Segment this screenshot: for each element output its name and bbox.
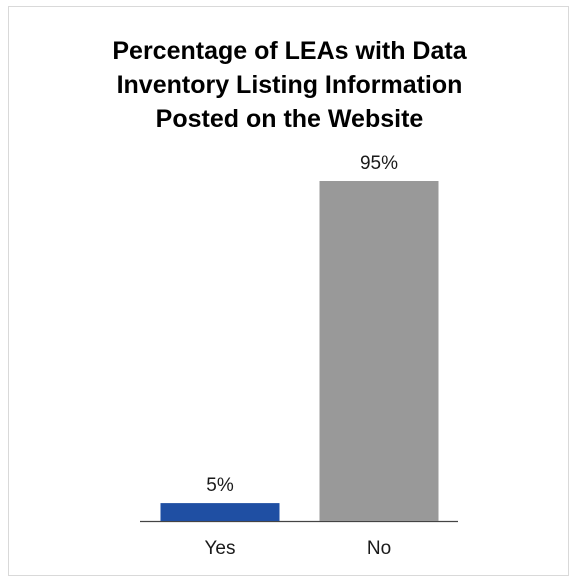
x-tick-label-no: No bbox=[367, 538, 391, 559]
x-tick-label-yes: Yes bbox=[205, 538, 236, 559]
bar-yes bbox=[160, 503, 280, 521]
chart-title: Percentage of LEAs with Data Inventory L… bbox=[112, 37, 467, 133]
chart-frame bbox=[8, 6, 569, 576]
bar-no bbox=[319, 181, 439, 521]
data-label-no: 95% bbox=[360, 153, 398, 174]
data-label-yes: 5% bbox=[206, 475, 234, 496]
